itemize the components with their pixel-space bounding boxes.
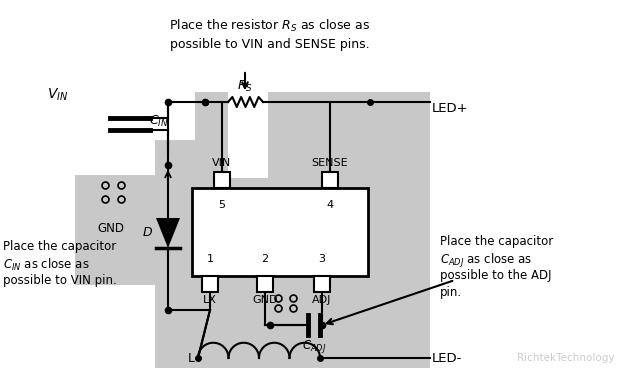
Bar	[202, 276, 218, 292]
Text: L: L	[188, 352, 195, 365]
Polygon shape	[156, 218, 180, 248]
Bar	[257, 276, 273, 292]
Bar	[195, 92, 430, 140]
Bar	[192, 188, 368, 276]
Text: 5: 5	[218, 200, 226, 210]
Bar	[155, 285, 430, 350]
Text: $C_{IN}$: $C_{IN}$	[149, 114, 169, 128]
Text: SENSE: SENSE	[312, 158, 348, 168]
Text: possible to the ADJ: possible to the ADJ	[440, 269, 552, 282]
Text: Place the resistor $R_S$ as close as: Place the resistor $R_S$ as close as	[169, 18, 370, 34]
Text: $C_{IN}$ as close as: $C_{IN}$ as close as	[3, 257, 89, 273]
Text: $V_{IN}$: $V_{IN}$	[47, 87, 68, 103]
Text: GND: GND	[252, 295, 278, 305]
Text: $C_{ADJ}$: $C_{ADJ}$	[302, 338, 326, 355]
Text: 1: 1	[206, 254, 213, 264]
Text: GND: GND	[97, 222, 125, 235]
Text: LED+: LED+	[432, 102, 469, 115]
Text: $C_{ADJ}$ as close as: $C_{ADJ}$ as close as	[440, 252, 532, 270]
Text: 4: 4	[326, 200, 333, 210]
Text: LED-: LED-	[432, 351, 462, 364]
Text: LX: LX	[203, 295, 217, 305]
Text: RichtekTechnology: RichtekTechnology	[518, 353, 615, 363]
Text: possible to VIN and SENSE pins.: possible to VIN and SENSE pins.	[170, 38, 370, 51]
Text: ADJ: ADJ	[313, 295, 331, 305]
Bar	[314, 276, 330, 292]
Bar	[155, 350, 430, 368]
Text: VIN: VIN	[213, 158, 231, 168]
Text: D: D	[142, 227, 152, 240]
Bar	[75, 175, 155, 285]
Bar	[155, 175, 430, 285]
Bar	[322, 172, 338, 188]
Bar	[214, 172, 230, 188]
Text: $R_S$: $R_S$	[237, 79, 253, 94]
Bar	[228, 92, 268, 178]
Text: pin.: pin.	[440, 286, 462, 299]
Text: Place the capacitor: Place the capacitor	[3, 240, 116, 253]
Text: 3: 3	[318, 254, 325, 264]
Text: Place the capacitor: Place the capacitor	[440, 235, 554, 248]
Text: possible to VIN pin.: possible to VIN pin.	[3, 274, 117, 287]
Text: 2: 2	[262, 254, 269, 264]
Bar	[155, 140, 430, 178]
